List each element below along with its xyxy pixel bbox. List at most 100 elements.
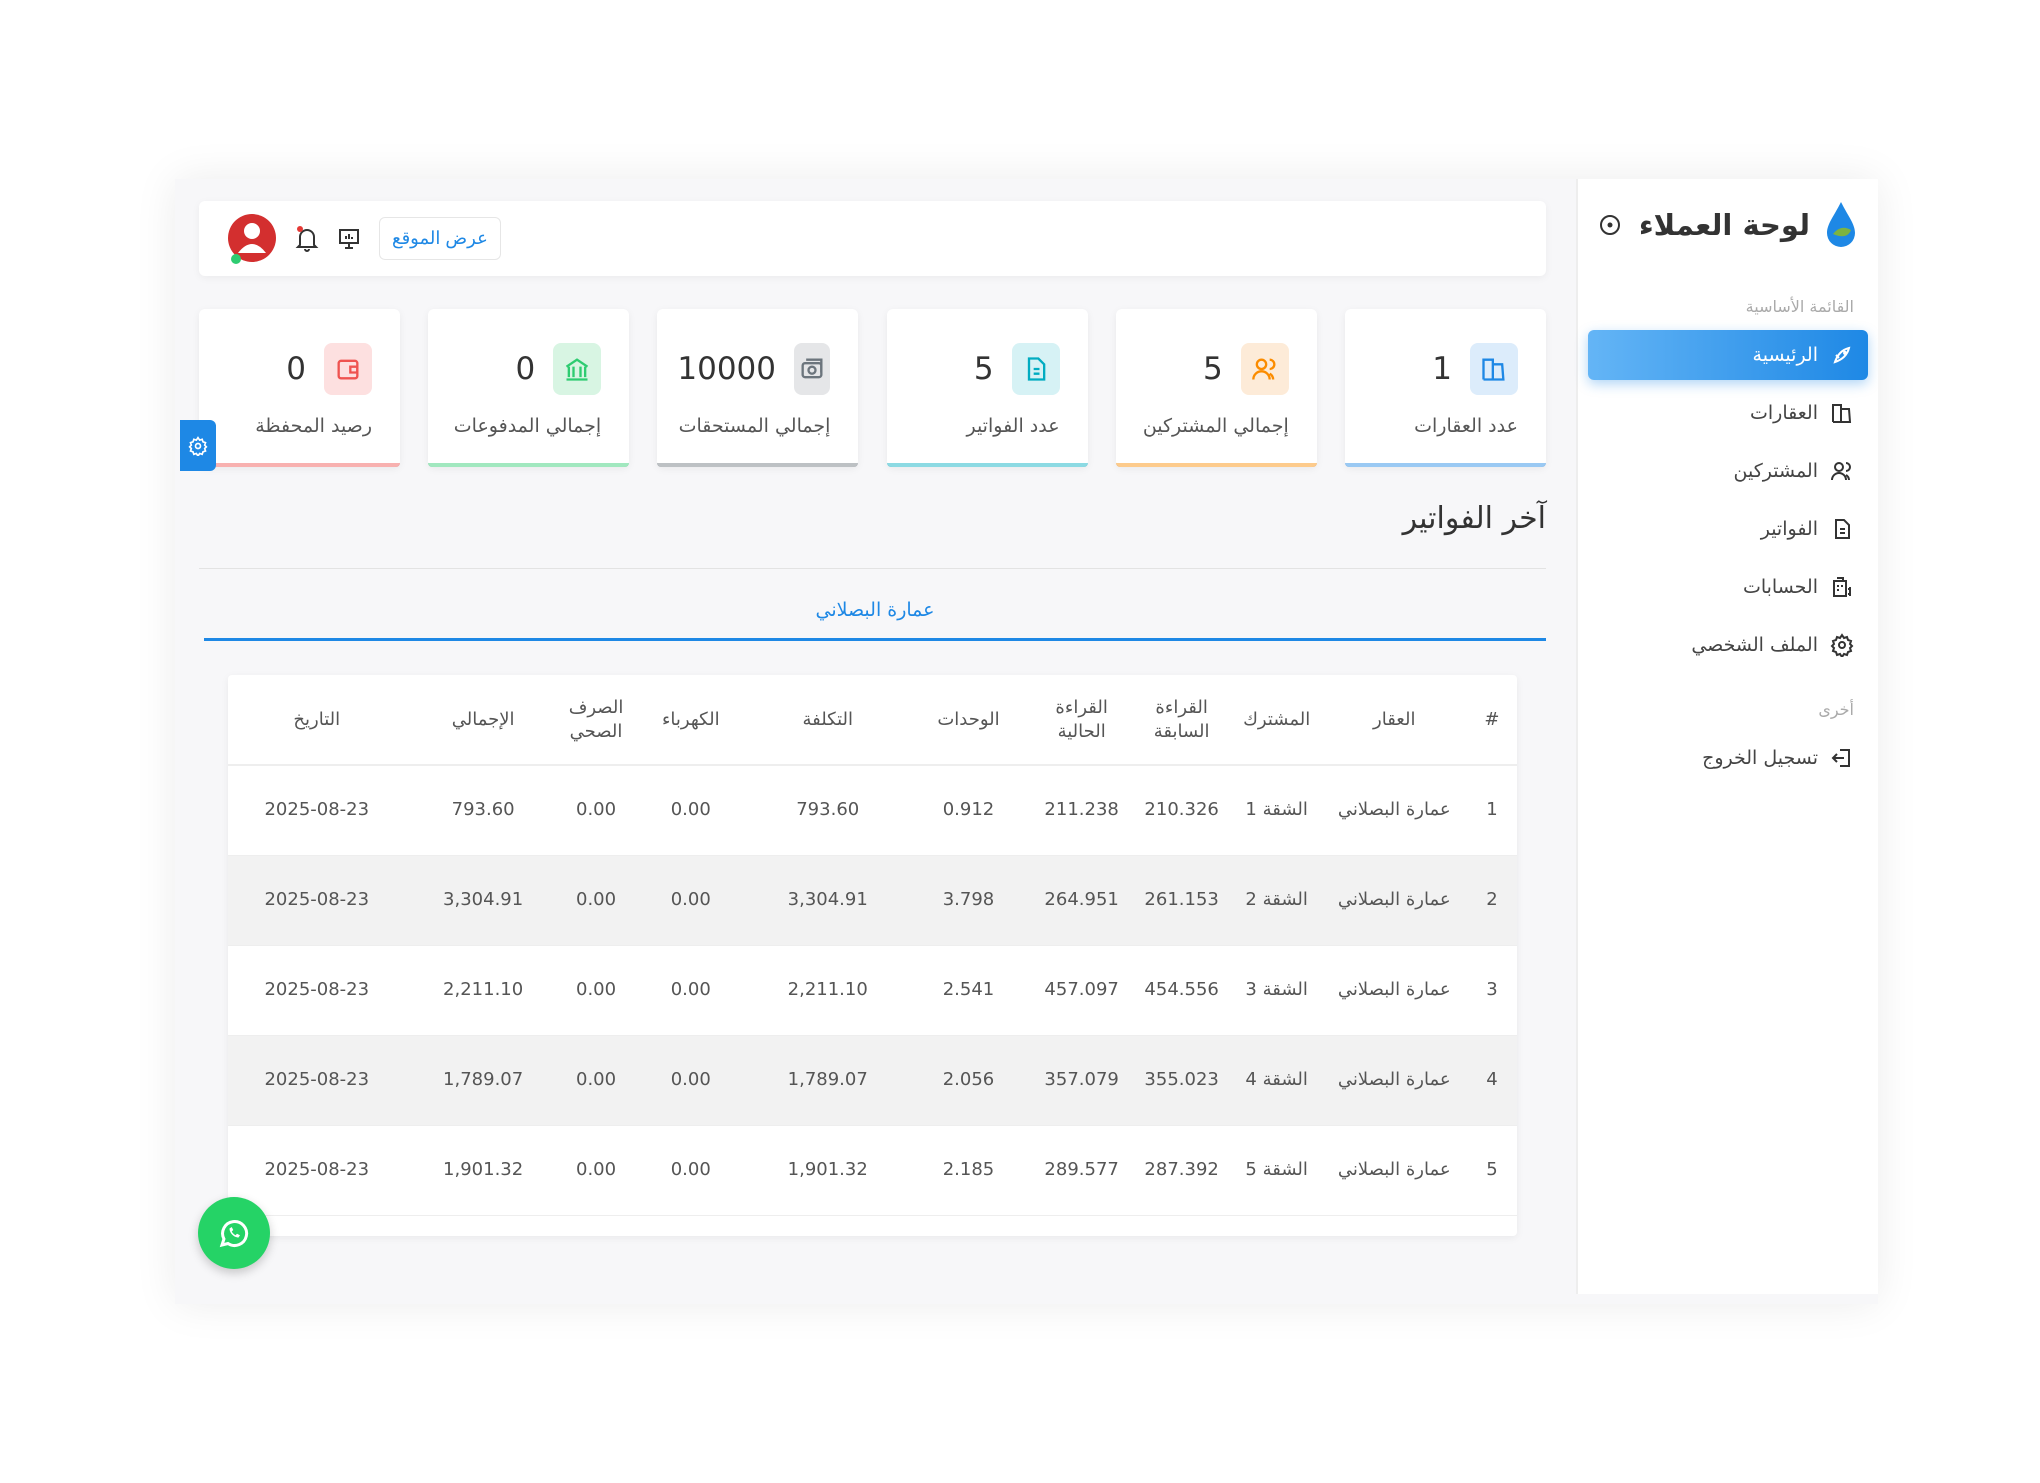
table-cell: 211.238 <box>1031 765 1132 856</box>
table-cell: 1,901.32 <box>750 1125 906 1216</box>
table-cell: 793.60 <box>405 765 561 856</box>
column-header[interactable]: القراءة الحالية <box>1031 675 1132 766</box>
stat-accent-bar <box>1115 463 1317 467</box>
top-header: عرض الموقع <box>199 201 1546 276</box>
table-cell: 454.556 <box>1131 945 1232 1036</box>
stat-icon-wrap <box>1469 343 1518 395</box>
stat-accent-bar <box>1344 463 1546 467</box>
table-cell: 2,211.10 <box>405 945 561 1036</box>
sidebar-toggle-icon[interactable] <box>1598 213 1622 237</box>
gear-icon <box>188 435 208 456</box>
table-cell: عمارة البصلاني <box>1321 945 1467 1036</box>
whatsapp-icon <box>219 1220 249 1248</box>
sidebar-item-logout[interactable]: تسجيل الخروج <box>1588 733 1868 783</box>
table-cell: 2.185 <box>905 1125 1032 1216</box>
sidebar-item-file[interactable]: الفواتير <box>1588 504 1868 554</box>
file-icon <box>1027 357 1045 381</box>
stat-icon-wrap <box>324 343 372 395</box>
stat-card: 5 إجمالي المشتركين <box>1115 309 1317 467</box>
stat-value: 5 <box>973 351 994 387</box>
table-cell: عمارة البصلاني <box>1321 855 1467 946</box>
sidebar-item-label: العقارات <box>1750 402 1818 424</box>
rocket-icon <box>1833 346 1851 364</box>
table-cell: 0.00 <box>631 1125 751 1216</box>
table-cell: 1,789.07 <box>405 1035 561 1126</box>
sidebar-item-label: الفواتير <box>1760 518 1818 540</box>
table-row: 3 عمارة البصلاني الشقة 3 454.556 457.097 2.54… <box>228 945 1517 1036</box>
column-header[interactable]: # <box>1466 675 1517 766</box>
sidebar-item-calculator-dollar[interactable]: الحسابات <box>1588 562 1868 612</box>
view-site-button[interactable]: عرض الموقع <box>379 217 501 260</box>
sidebar-item-rocket[interactable]: الرئيسية <box>1588 330 1868 380</box>
column-header[interactable]: التكلفة <box>750 675 906 766</box>
brand: لوحة العملاء <box>1578 179 1878 249</box>
table-cell: 357.079 <box>1031 1035 1132 1126</box>
user-avatar[interactable] <box>227 213 277 265</box>
column-header[interactable]: الوحدات <box>905 675 1032 766</box>
table-cell: 2,211.10 <box>750 945 906 1036</box>
sidebar-item-building[interactable]: العقارات <box>1588 388 1868 438</box>
sidebar-item-label: المشتركين <box>1733 460 1818 482</box>
table-cell: عمارة البصلاني <box>1321 1125 1467 1216</box>
settings-toggle-button[interactable] <box>180 420 216 471</box>
table-cell: 355.023 <box>1131 1035 1232 1126</box>
table-cell: 0.00 <box>560 945 632 1036</box>
stat-value: 0 <box>286 351 306 387</box>
stats-cards: 1 عدد العقارات 5 إجمالي المشتركين 5 عدد الفوا… <box>199 309 1546 467</box>
table-header-row: # العقار المشترك القراءة السابقة القراءة الح… <box>228 675 1517 766</box>
table-cell: 261.153 <box>1131 855 1232 946</box>
stat-icon-wrap <box>553 343 602 395</box>
section-main-label: القائمة الأساسية <box>1745 297 1854 316</box>
gear-icon <box>1830 633 1854 657</box>
column-header[interactable]: الإجمالي <box>405 675 561 766</box>
sidebar-item-gear[interactable]: الملف الشخصي <box>1588 620 1868 670</box>
table-cell: 2025-08-23 <box>228 765 406 856</box>
stat-icon-wrap <box>794 343 831 395</box>
column-header[interactable]: التاريخ <box>228 675 406 766</box>
stat-icon-wrap <box>1011 343 1060 395</box>
calculator-dollar-icon <box>1833 577 1851 597</box>
bank-icon <box>566 358 589 381</box>
invoices-table: # العقار المشترك القراءة السابقة القراءة الح… <box>228 675 1517 1216</box>
table-cell: 3,304.91 <box>405 855 561 946</box>
users-icon <box>1831 462 1851 481</box>
table-cell: 3.798 <box>905 855 1032 946</box>
column-header[interactable]: المشترك <box>1231 675 1322 766</box>
table-cell: 2.056 <box>905 1035 1032 1126</box>
table-cell: 3,304.91 <box>750 855 906 946</box>
sidebar-item-users[interactable]: المشتركين <box>1588 446 1868 496</box>
table-cell: 1,901.32 <box>405 1125 561 1216</box>
divider <box>199 568 1546 569</box>
table-cell: 0.912 <box>905 765 1032 856</box>
table-row: 1 عمارة البصلاني الشقة 1 210.326 211.238 0.91… <box>228 765 1517 856</box>
tab-property[interactable]: عمارة البصلاني <box>204 599 1546 641</box>
table-cell: الشقة 4 <box>1231 1035 1322 1126</box>
table-cell: 0.00 <box>560 855 632 946</box>
section-other-label: أخرى <box>1818 700 1854 719</box>
column-header[interactable]: العقار <box>1321 675 1467 766</box>
column-header[interactable]: القراءة السابقة <box>1131 675 1232 766</box>
table-cell: عمارة البصلاني <box>1321 1035 1467 1126</box>
users-icon <box>1251 358 1276 380</box>
column-header[interactable]: الصرف الصحي <box>560 675 632 766</box>
table-cell: 1 <box>1466 765 1517 856</box>
table-cell: 2 <box>1466 855 1517 946</box>
table-cell: 2025-08-23 <box>228 1125 406 1216</box>
notification-bell-icon[interactable] <box>295 225 319 253</box>
table-cell: 2025-08-23 <box>228 945 406 1036</box>
stat-label: إجمالي المدفوعات <box>453 415 602 437</box>
stat-accent-bar <box>428 463 630 467</box>
column-header[interactable]: الكهرباء <box>631 675 751 766</box>
stat-accent-bar <box>657 463 859 467</box>
table-cell: 289.577 <box>1031 1125 1132 1216</box>
table-row: 5 عمارة البصلاني الشقة 5 287.392 289.577 2.18… <box>228 1125 1517 1216</box>
stat-label: إجمالي المشتركين <box>1142 415 1289 437</box>
stat-card: 1 عدد العقارات <box>1344 309 1546 467</box>
monitor-icon[interactable] <box>337 227 361 251</box>
table-cell: الشقة 1 <box>1231 765 1322 856</box>
whatsapp-button[interactable] <box>198 1197 270 1269</box>
invoices-table-card: # العقار المشترك القراءة السابقة القراءة الح… <box>228 675 1517 1236</box>
table-row: 4 عمارة البصلاني الشقة 4 355.023 357.079 2.05… <box>228 1035 1517 1126</box>
tab-label: عمارة البصلاني <box>815 599 935 621</box>
sidebar-item-label: تسجيل الخروج <box>1702 747 1818 769</box>
